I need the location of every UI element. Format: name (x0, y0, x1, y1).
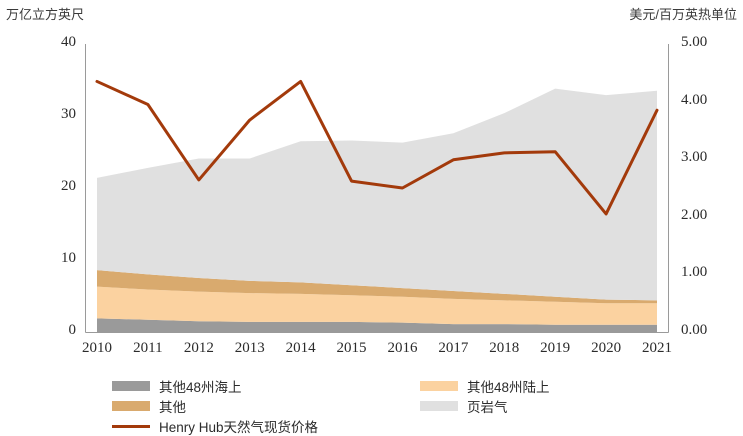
right-tick-5.00: 5.00 (681, 34, 708, 50)
left-tick-40: 40 (61, 34, 76, 50)
legend-onshore[interactable]: 其他48州陆上 (420, 377, 550, 395)
x-tick-2019: 2019 (540, 340, 571, 356)
chart-legend: 其他48州海上 其他48州陆上其他 页岩气 Henry Hub天然气现货价格 (0, 375, 743, 436)
legend-shale[interactable]: 页岩气 (420, 397, 508, 415)
legend-label: 其他 (159, 400, 186, 415)
legend-line-marker (112, 424, 150, 428)
price-line (95, 79, 659, 216)
right-tick-1.00: 1.00 (681, 264, 708, 281)
x-tick-2014: 2014 (285, 340, 316, 356)
legend-label: 其他48州海上 (159, 380, 242, 395)
area-其他 (97, 270, 657, 304)
left-tick-20: 20 (61, 178, 76, 194)
legend-henry-hub-price[interactable]: Henry Hub天然气现货价格 (112, 417, 318, 435)
right-axis-title: 美元/百万英热单位 (629, 7, 737, 22)
area-其他48州海上 (97, 318, 657, 332)
legend-label: Henry Hub天然气现货价格 (159, 420, 319, 435)
x-tick-2016: 2016 (387, 340, 418, 356)
left-tick-0: 0 (68, 322, 77, 338)
legend-other[interactable]: 其他 (112, 397, 186, 415)
right-tick-0.00: 0.00 (681, 322, 708, 338)
legend-color-swatch (420, 401, 458, 411)
x-tick-2013: 2013 (234, 340, 265, 356)
area-其他48州陆上 (97, 286, 657, 325)
legend-offshore[interactable]: 其他48州海上 (112, 377, 242, 395)
legend-color-swatch (112, 381, 150, 391)
x-tick-2012: 2012 (183, 340, 214, 356)
x-tick-2021: 2021 (642, 340, 672, 356)
stacked-areas (97, 88, 657, 332)
left-tick-30: 30 (61, 106, 76, 122)
axis-lines (85, 44, 669, 333)
left-axis-title: 万亿立方英尺 (6, 7, 85, 22)
x-tick-2018: 2018 (489, 340, 520, 356)
legend-color-swatch (112, 401, 150, 411)
x-tick-2020: 2020 (591, 340, 622, 356)
legend-label: 页岩气 (467, 400, 508, 415)
x-tick-2017: 2017 (438, 340, 469, 356)
right-tick-4.00: 4.00 (681, 91, 708, 108)
x-tick-2011: 2011 (133, 340, 163, 356)
right-tick-2.00: 2.00 (681, 206, 708, 223)
legend-label: 其他48州陆上 (467, 380, 550, 395)
area-页岩气 (97, 88, 657, 301)
x-tick-2015: 2015 (336, 340, 367, 356)
x-tick-2010: 2010 (82, 340, 112, 356)
right-tick-3.00: 3.00 (681, 149, 708, 166)
legend-color-swatch (420, 381, 458, 391)
left-tick-10: 10 (61, 250, 76, 266)
line-Henry Hub天然气现货价格 (95, 79, 659, 216)
